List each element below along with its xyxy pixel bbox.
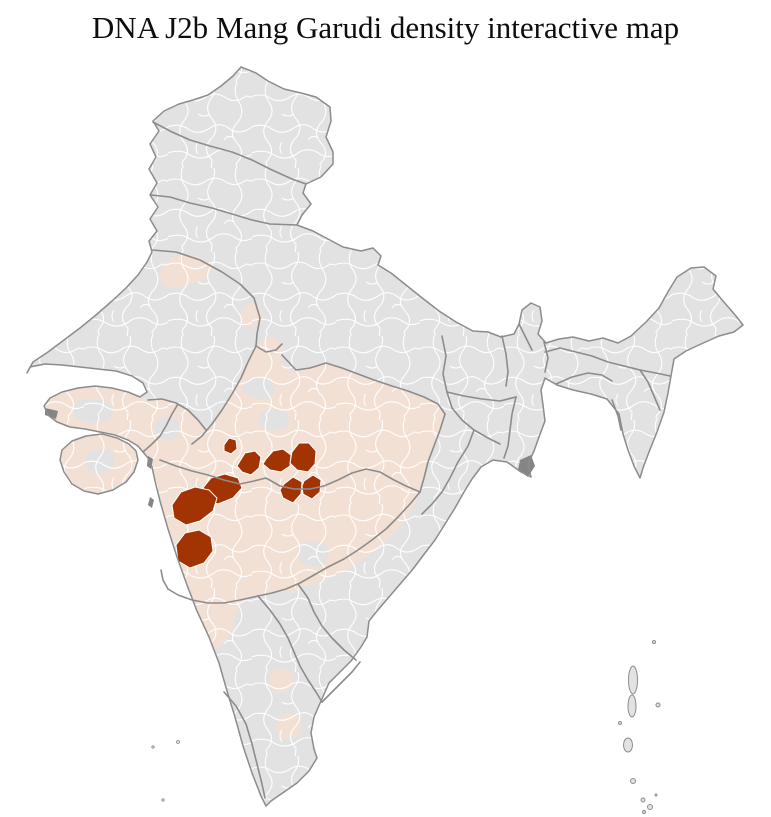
- district-high-density[interactable]: [175, 529, 214, 569]
- district-high-density[interactable]: [236, 450, 262, 476]
- island[interactable]: [652, 640, 656, 644]
- andaman-nicobar-islands[interactable]: [618, 640, 661, 814]
- island[interactable]: [655, 702, 661, 708]
- high-density-districts[interactable]: [153, 437, 322, 569]
- island[interactable]: [161, 798, 165, 802]
- island[interactable]: [618, 721, 622, 725]
- state-borders: [142, 121, 671, 799]
- konkan-creek: [148, 497, 154, 508]
- district-high-density[interactable]: [153, 528, 160, 547]
- island[interactable]: [628, 665, 638, 695]
- island[interactable]: [642, 810, 646, 814]
- district-high-density[interactable]: [279, 476, 303, 504]
- island[interactable]: [654, 793, 658, 797]
- district-high-density[interactable]: [262, 448, 292, 473]
- lakshadweep-islands[interactable]: [151, 740, 180, 802]
- island[interactable]: [176, 740, 180, 744]
- district-high-density[interactable]: [289, 442, 317, 473]
- sundarbans-marsh: [518, 455, 535, 477]
- district-high-density[interactable]: [171, 486, 218, 526]
- district-high-density[interactable]: [223, 437, 238, 455]
- island[interactable]: [630, 778, 636, 784]
- island[interactable]: [623, 737, 633, 753]
- island[interactable]: [627, 694, 637, 718]
- island[interactable]: [647, 804, 653, 810]
- island[interactable]: [640, 797, 646, 803]
- district-high-density[interactable]: [301, 474, 322, 500]
- island[interactable]: [151, 745, 155, 749]
- kutch-marsh: [45, 408, 58, 419]
- national-outline: [26, 66, 744, 807]
- page-title: DNA J2b Mang Garudi density interactive …: [91, 10, 680, 45]
